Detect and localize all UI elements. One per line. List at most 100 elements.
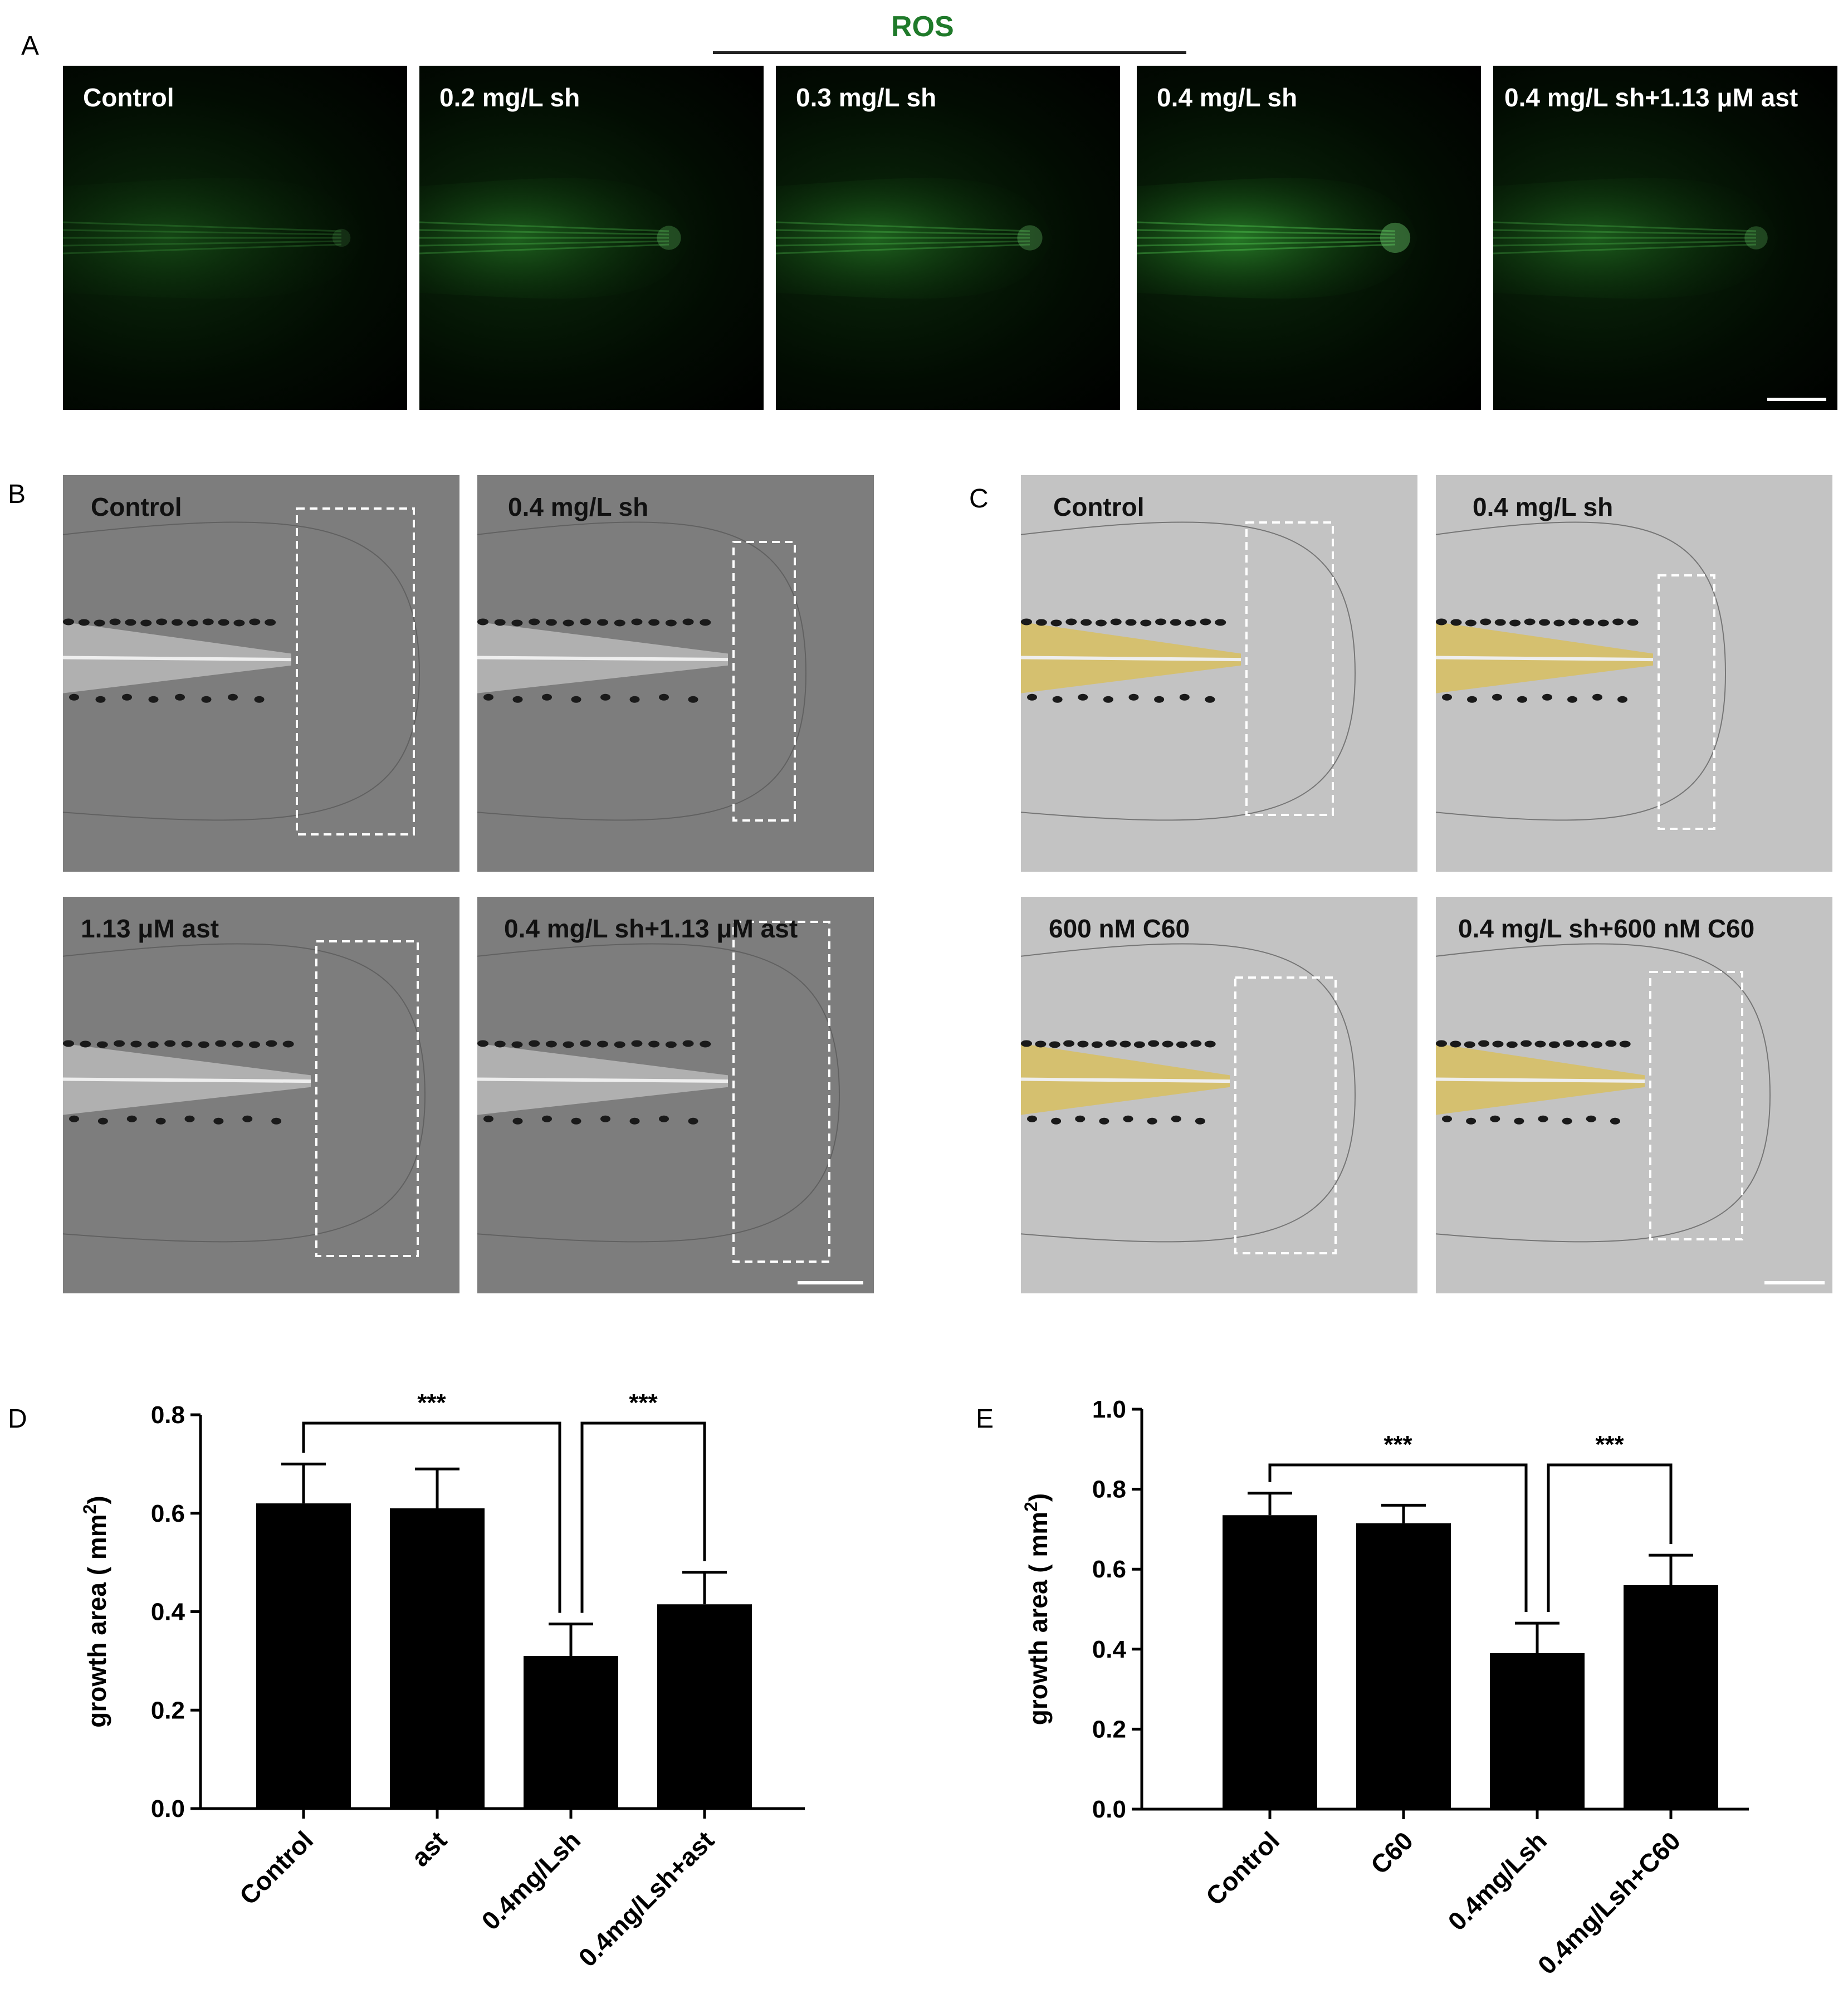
y-tick-label: 0.8 [1092,1476,1126,1503]
pigment-dot [1205,696,1215,703]
pigment-dot [1586,1115,1596,1122]
pigment-dot [1155,618,1167,626]
pigment-dot [659,1115,669,1122]
pigment-dot [156,618,168,626]
pigment-dot [1521,1040,1532,1047]
regeneration-box [1649,971,1743,1240]
notochord-line [63,221,342,232]
notochord-line [419,221,669,232]
fin-outline [1021,521,1356,821]
pigment-dot [266,1040,277,1047]
pigment-dot [648,619,660,626]
pigment-dot [1563,1040,1575,1047]
pigment-dot [1190,1040,1202,1047]
pigment-dot [63,618,74,626]
fin-tail-graphic [1436,521,1727,830]
fin-image-sh-c60: 0.4 mg/L sh+600 nM C60 [1436,897,1832,1293]
notochord-line [776,240,1030,247]
ros-tail-graphic [1137,178,1417,299]
pigment-dot [1106,1040,1117,1047]
ros-tail-graphic [419,178,691,299]
pigment-dot [1494,619,1506,626]
pigment-dot [1091,1041,1103,1048]
pigment-dot [682,618,694,626]
tail-tip-glow [1017,225,1043,251]
pigment-dot [97,1117,108,1125]
pigment-dot [1610,1117,1620,1125]
fin-image-sh: 0.4 mg/L sh [477,475,874,872]
bar [1223,1515,1317,1809]
pigment-dot [563,619,574,627]
notochord-line [419,243,669,255]
ros-tail-graphic [776,178,1052,299]
x-tick-label: 0.4mg/Lsh+C60 [1532,1826,1686,1980]
pigment-dot [580,1040,591,1047]
pigment-dot [614,619,625,627]
notochord-line [1137,240,1396,247]
pigment-dot [1052,696,1063,703]
fin-outline [477,943,840,1243]
pigment-dot [69,1115,79,1122]
pigment-dot [1140,619,1152,627]
ros-image-label: Control [83,83,174,112]
significance-bracket [302,1421,561,1613]
pigment-dot [631,618,643,626]
fin-tail-graphic [477,921,840,1263]
pigment-dot [1065,618,1077,626]
x-tick-label: 0.4mg/Lsh+ast [573,1825,720,1972]
pigment-dot [1171,1115,1181,1122]
y-axis-label: growth area ( mm2) [1021,1493,1053,1726]
fin-outline [63,521,421,821]
y-tick-label: 0.4 [1092,1636,1127,1663]
notochord-line [1493,229,1757,236]
fin-outline [1436,521,1727,821]
ros-image-sh-0.2: 0.2 mg/L sh [419,66,764,410]
pigment-dot [494,619,506,626]
significance-bracket [580,1421,706,1613]
ros-tail-graphic [1493,178,1778,299]
pigment-dot [249,618,261,626]
fin-tail-graphic [63,507,421,836]
pigment-dot [1185,619,1196,627]
fin-image-sh: 0.4 mg/L sh [1436,475,1832,872]
fin-image-sh-ast: 0.4 mg/L sh+1.13 μM ast [477,897,874,1293]
notochord-line [1493,221,1757,232]
pigment-dot [529,618,540,626]
pigment-dot [597,1040,608,1048]
fin-tail-graphic [477,521,807,822]
pigment-dot [511,1041,523,1048]
pigment-dot [477,1040,488,1047]
significance-label: *** [417,1389,446,1416]
pigment-dot [1514,1117,1524,1125]
pigment-dot [198,1041,209,1048]
notochord-line [419,240,669,247]
notochord-line [63,243,342,255]
pigment-dot [1619,1040,1631,1048]
pigment-dot [114,1040,125,1047]
pigment-dot [494,1040,506,1048]
pigment-dot [483,1115,493,1122]
pigment-dot [213,1117,224,1125]
fin-image-label: 0.4 mg/L sh+600 nM C60 [1458,914,1755,943]
pigment-dot [1627,619,1639,626]
fin-tail-graphic [1021,943,1356,1254]
pigment-dot [688,1117,698,1125]
pigment-dot [614,1041,625,1048]
pigment-dot [80,1040,91,1048]
pigment-dot [1597,619,1609,627]
fin-image-label: 0.4 mg/L sh [1473,492,1614,521]
notochord-line [63,240,342,247]
pigment-dot [580,618,591,626]
pigment-dot [545,1040,557,1048]
pigment-dot [1027,1115,1037,1122]
fin-glow [1137,178,1417,299]
fin-image-label: Control [91,492,182,521]
pigment-dot [282,1040,294,1048]
pigment-dot [1162,1040,1174,1048]
pigment-dot [542,1115,552,1122]
fin-outline [63,943,426,1243]
pigment-dot [529,1040,540,1047]
pigment-dot [1492,693,1502,701]
pigment-dot [265,619,276,626]
pigment-dot [1506,1041,1518,1048]
